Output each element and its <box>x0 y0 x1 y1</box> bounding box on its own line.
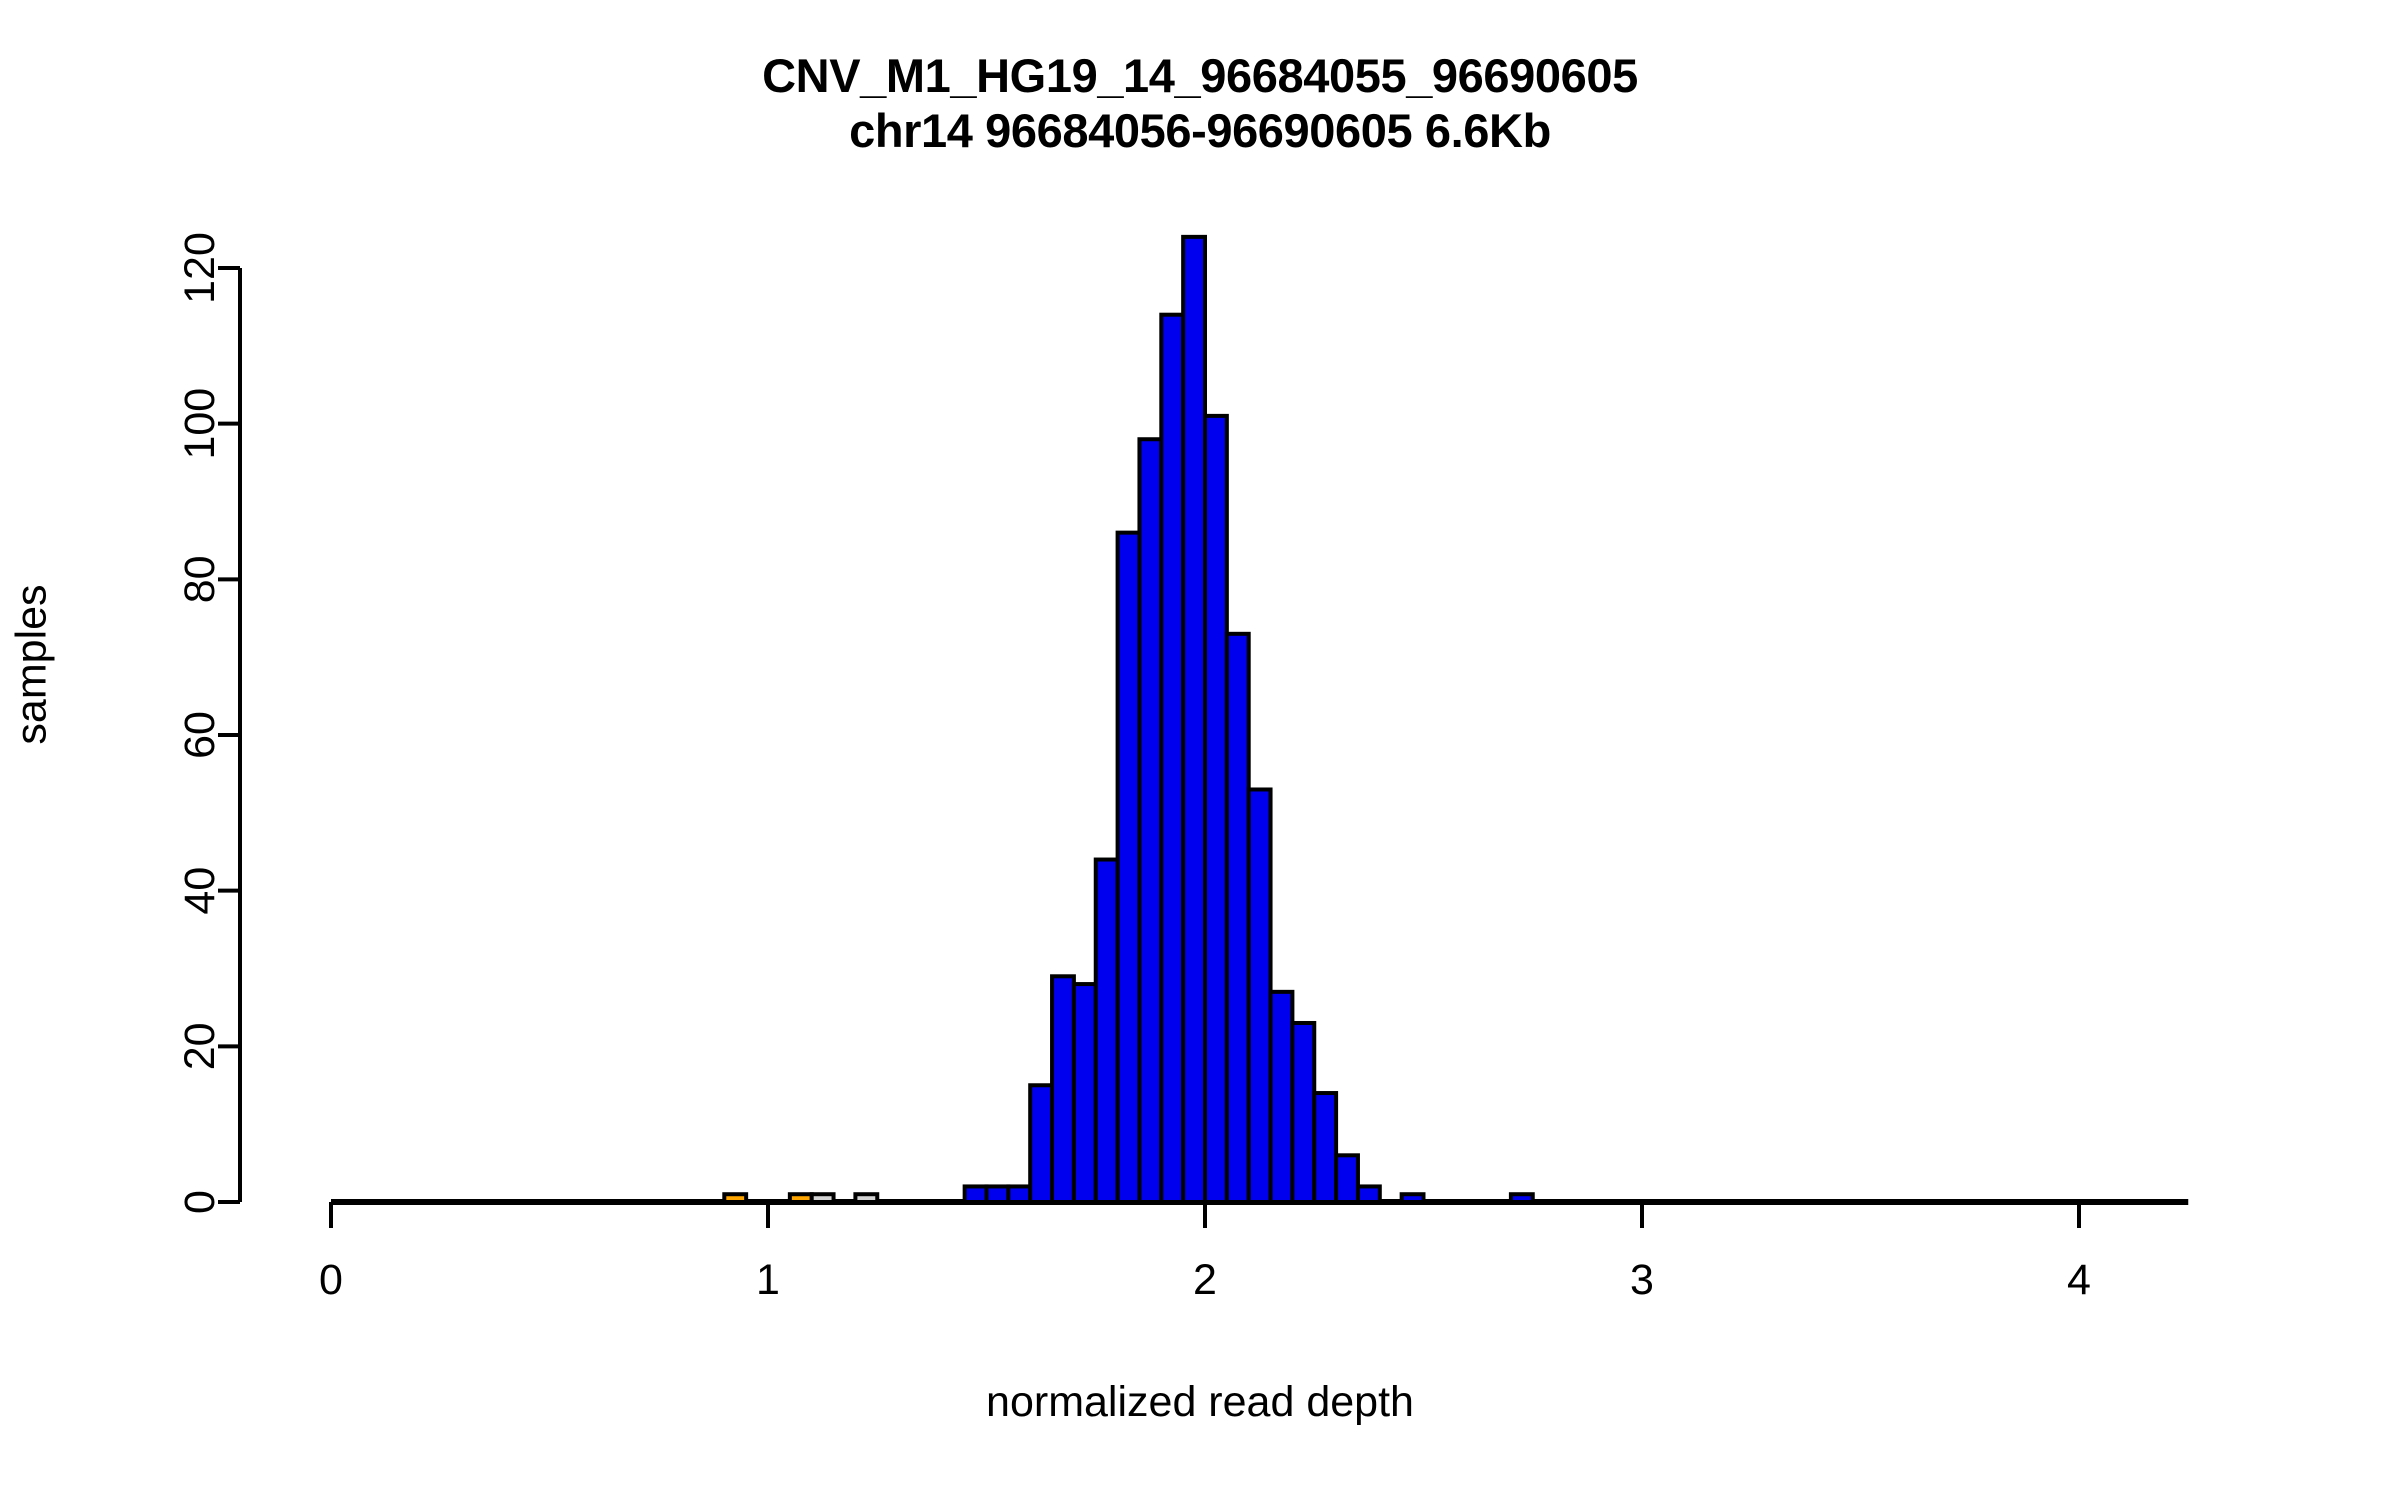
histogram-bar <box>1508 1192 1535 1205</box>
y-tick-label: 0 <box>176 1190 224 1214</box>
chart-title-block: CNV_M1_HG19_14_96684055_96690605 chr14 9… <box>0 48 2400 159</box>
y-tick-label: 80 <box>176 555 224 603</box>
y-tick-label: 120 <box>176 232 224 304</box>
histogram-bar <box>1290 1020 1317 1204</box>
histogram-bar <box>722 1192 749 1205</box>
y-tick-label: 60 <box>176 711 224 759</box>
x-axis: 0 1 2 3 4 <box>319 1199 2189 1304</box>
x-tick-label: 3 <box>1630 1256 1654 1304</box>
histogram-bar <box>1312 1091 1339 1204</box>
x-tick-label: 1 <box>756 1256 780 1304</box>
histogram-bar <box>1246 787 1273 1204</box>
histogram-bar <box>809 1192 836 1205</box>
histogram-bar <box>1071 982 1098 1204</box>
y-tick-label: 40 <box>176 867 224 915</box>
histogram-bar <box>1334 1153 1360 1205</box>
histogram-bar <box>1115 530 1142 1204</box>
histogram-bar <box>1268 989 1295 1204</box>
histogram-bar <box>853 1192 880 1205</box>
x-axis-title: normalized read depth <box>986 1378 1414 1426</box>
x-tick-label: 2 <box>1193 1256 1217 1304</box>
histogram-bar <box>1181 234 1208 1205</box>
y-tick-label: 20 <box>176 1022 224 1070</box>
histogram-bar <box>1006 1184 1033 1205</box>
y-axis: 0 20 40 60 80 100 120 <box>176 232 242 1214</box>
histogram-bar <box>1050 974 1076 1204</box>
histogram-bar <box>984 1184 1011 1205</box>
histogram-bar <box>1137 437 1164 1204</box>
histogram-bar <box>1224 631 1251 1204</box>
histogram-bar <box>1093 857 1120 1204</box>
x-tick-label: 0 <box>319 1256 343 1304</box>
histogram-bar <box>787 1192 814 1205</box>
histogram-bar <box>1159 312 1186 1204</box>
histogram-bar <box>962 1184 989 1205</box>
chart-title: CNV_M1_HG19_14_96684055_96690605 <box>762 49 1638 102</box>
chart-subtitle: chr14 96684056-96690605 6.6Kb <box>849 104 1551 158</box>
y-tick-label: 100 <box>176 388 224 460</box>
histogram-bar <box>1355 1184 1382 1205</box>
histogram-bars <box>722 234 1535 1205</box>
x-tick-label: 4 <box>2067 1256 2091 1304</box>
histogram-bar <box>1203 413 1229 1204</box>
histogram-bar <box>1028 1083 1055 1204</box>
histogram-bar <box>1399 1192 1426 1205</box>
